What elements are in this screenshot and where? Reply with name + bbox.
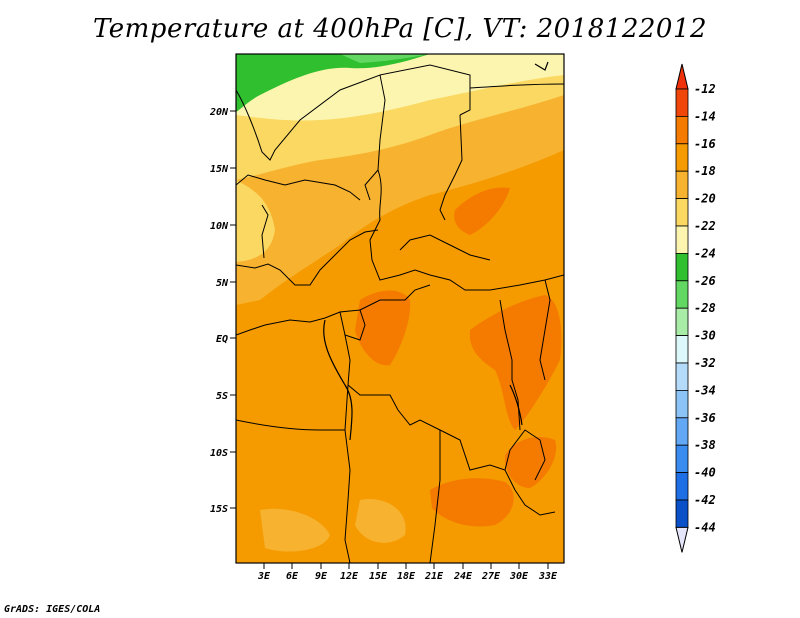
colorbar-label: -14 — [694, 109, 716, 123]
lat-tick-label: 15S — [210, 504, 228, 515]
colorbar-label: -24 — [694, 246, 716, 260]
lat-axis: 20N 15N 10N 5N EQ 5S 10S 15S — [209, 107, 236, 515]
lat-tick-label: 15N — [210, 164, 229, 175]
lon-tick-label: 12E — [340, 571, 359, 582]
lon-tick-label: 18E — [397, 571, 416, 582]
colorbar-label: -32 — [694, 356, 716, 370]
colorbar-label: -28 — [694, 301, 716, 315]
colorbar: -12 -14 -16 -18 -20 -22 -24 -26 -28 -30 -32 -34 -36 -… — [675, 63, 716, 553]
colorbar-label: -18 — [694, 164, 716, 178]
colorbar-label: -16 — [694, 137, 716, 151]
lat-tick-label: 10S — [210, 448, 228, 459]
colorbar-label: -30 — [694, 329, 716, 343]
colorbar-box — [675, 252, 689, 282]
colorbar-box — [675, 499, 689, 528]
colorbar-box — [675, 280, 689, 309]
field-west-warm-patch — [236, 180, 275, 262]
colorbar-label: -34 — [694, 383, 716, 397]
colorbar-bottom-arrow — [675, 526, 689, 553]
colorbar-label: -20 — [694, 192, 716, 206]
colorbar-box — [675, 307, 689, 337]
lon-tick-label: 9E — [315, 571, 328, 582]
lon-axis: 3E 6E 9E 12E 15E 18E 21E 24E 27E 30E 33E — [257, 563, 558, 582]
lon-tick-label: 27E — [481, 571, 501, 582]
colorbar-box — [675, 116, 689, 145]
colorbar-box — [675, 143, 689, 172]
lon-tick-label: 15E — [369, 571, 388, 582]
lon-tick-label: 6E — [286, 571, 299, 582]
field-patch-south-central — [355, 499, 406, 543]
colorbar-box — [675, 362, 689, 391]
colorbar-box — [675, 417, 689, 446]
field-band-22-24 — [236, 54, 430, 112]
field-patch-zambia — [430, 478, 514, 527]
lon-tick-label: 30E — [509, 571, 529, 582]
coastlines — [323, 61, 549, 441]
map-frame — [235, 53, 565, 564]
colorbar-box — [675, 225, 689, 254]
colorbar-label: -36 — [694, 411, 716, 425]
colorbar-label: -12 — [694, 82, 716, 96]
field-patch-congo — [355, 290, 411, 366]
field-patch-mozambique — [504, 436, 557, 488]
colorbar-box — [675, 88, 689, 117]
colorbar-box — [675, 335, 689, 364]
colorbar-top-arrow — [675, 63, 689, 90]
lat-tick-label: 5S — [216, 391, 228, 402]
colorbar-box — [675, 444, 689, 474]
lat-tick-label: 5N — [216, 278, 229, 289]
lon-tick-label: 21E — [424, 571, 444, 582]
lon-tick-label: 33E — [538, 571, 558, 582]
lon-tick-label: 3E — [257, 571, 271, 582]
colorbar-label: -40 — [694, 466, 716, 480]
colorbar-label: -26 — [694, 274, 716, 288]
field-patch-lakes — [469, 295, 562, 430]
lat-tick-label: 10N — [210, 221, 229, 232]
colorbar-label: -22 — [694, 219, 716, 233]
colorbar-box — [675, 472, 689, 501]
field-patch-sudan — [454, 187, 510, 235]
chart-title: Temperature at 400hPa [C], VT: 201812201… — [92, 14, 708, 44]
colorbar-box — [675, 198, 689, 227]
colorbar-label: -44 — [694, 520, 716, 534]
colorbar-label: -42 — [694, 493, 716, 507]
field-band-24-26 — [340, 54, 430, 63]
field-patch-south-west — [260, 508, 330, 552]
lon-tick-label: 24E — [453, 571, 473, 582]
credit-text: GrADS: IGES/COLA — [4, 604, 101, 615]
lat-tick-label: EQ — [216, 334, 228, 345]
colorbar-box — [675, 170, 689, 199]
temperature-field — [236, 54, 564, 563]
colorbar-box — [675, 389, 689, 419]
lat-tick-label: 20N — [209, 107, 229, 118]
colorbar-label: -38 — [694, 438, 716, 452]
